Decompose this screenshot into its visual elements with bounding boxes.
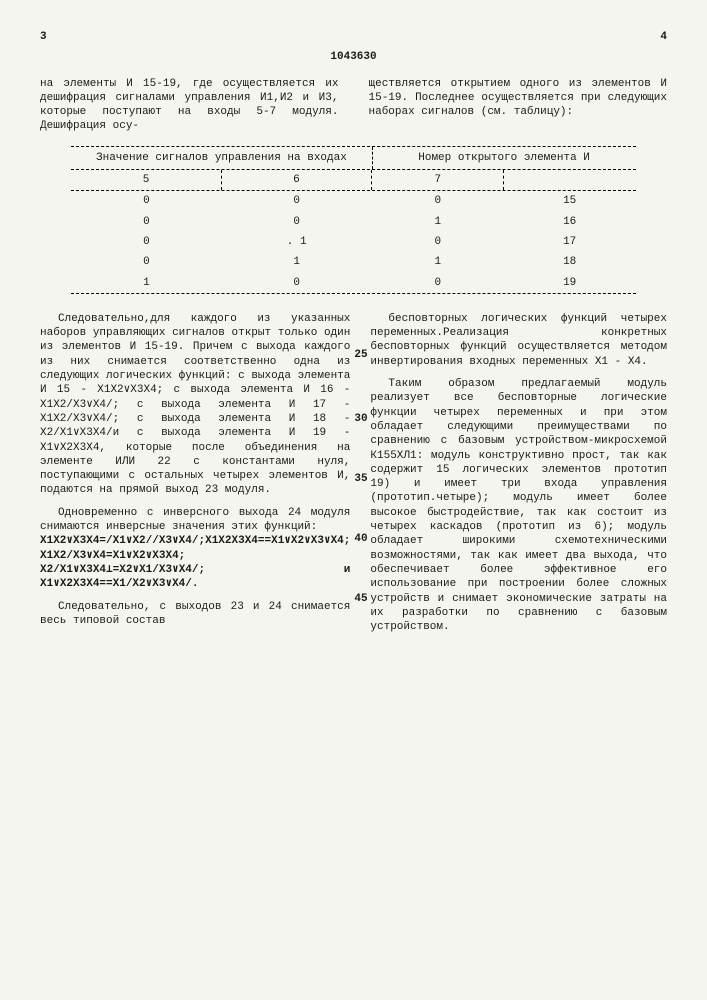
cell: 15: [504, 191, 636, 211]
cell: 0: [222, 191, 372, 211]
table-body: 0 0 0 15 0 0 1 16 0 . 1 0 17 0 1 1 18 1 …: [71, 191, 635, 292]
sub-header: 5 6 7: [71, 170, 635, 191]
document-number: 1043630: [40, 50, 667, 64]
line-number: 45: [354, 592, 367, 606]
body-columns: Следовательно,для каждого из указанных н…: [40, 312, 667, 643]
formula: X1X2∨X3X4=/X1∨X2//X3∨X4/;X1X2X3X4==X1∨X2…: [40, 535, 350, 590]
cell: 1: [71, 273, 221, 293]
cell: 1: [372, 252, 504, 272]
table-header: Значение сигналов управления на входах Н…: [71, 147, 635, 170]
cell: 18: [504, 252, 636, 272]
line-number: 40: [354, 532, 367, 546]
line-number: 30: [354, 412, 367, 426]
para: Таким образом предлагаемый модуль реализ…: [370, 377, 667, 634]
cell: 17: [504, 232, 636, 252]
table-row: 0 0 0 15: [71, 191, 635, 211]
table-row: 0 . 1 0 17: [71, 232, 635, 252]
intro-row: на элементы И 15-19, где осуществляется …: [40, 77, 667, 134]
intro-right: ществляется открытием одного из элементо…: [369, 77, 668, 134]
cell: 1: [372, 212, 504, 232]
cell: 0: [372, 232, 504, 252]
cell: 0: [71, 212, 221, 232]
cell: 0: [71, 191, 221, 211]
cell: 0: [222, 273, 372, 293]
signal-table: Значение сигналов управления на входах Н…: [71, 146, 635, 294]
page-numbers: 3 4: [40, 30, 667, 44]
cell: . 1: [222, 232, 372, 252]
para: бесповторных логических функций четырех …: [370, 312, 667, 369]
header-right: Номер открытого элемента И: [373, 147, 636, 169]
cell: 16: [504, 212, 636, 232]
cell: 0: [71, 232, 221, 252]
table-row: 1 0 0 19: [71, 273, 635, 293]
left-column: Следовательно,для каждого из указанных н…: [40, 312, 350, 643]
page-right: 4: [660, 30, 667, 44]
line-number: 25: [354, 348, 367, 362]
cell: 1: [222, 252, 372, 272]
cell: 0: [372, 273, 504, 293]
line-number: 35: [354, 472, 367, 486]
cell: 0: [222, 212, 372, 232]
subcol-6: 6: [222, 170, 372, 190]
cell: 0: [372, 191, 504, 211]
cell: 19: [504, 273, 636, 293]
para-text: Одновременно с инверсного выхода 24 моду…: [40, 507, 350, 533]
para: Следовательно, с выходов 23 и 24 снимает…: [40, 600, 350, 629]
para: Одновременно с инверсного выхода 24 моду…: [40, 506, 350, 592]
table-row: 0 0 1 16: [71, 212, 635, 232]
table-row: 0 1 1 18: [71, 252, 635, 272]
para: Следовательно,для каждого из указанных н…: [40, 312, 350, 498]
header-left: Значение сигналов управления на входах: [71, 147, 372, 169]
subcol-5: 5: [71, 170, 221, 190]
subcol-7: 7: [372, 170, 504, 190]
subcol-blank: [504, 170, 635, 190]
page-left: 3: [40, 30, 47, 44]
right-column: 25 30 35 40 45 бесповторных логических ф…: [370, 312, 667, 643]
cell: 0: [71, 252, 221, 272]
intro-left: на элементы И 15-19, где осуществляется …: [40, 77, 339, 134]
